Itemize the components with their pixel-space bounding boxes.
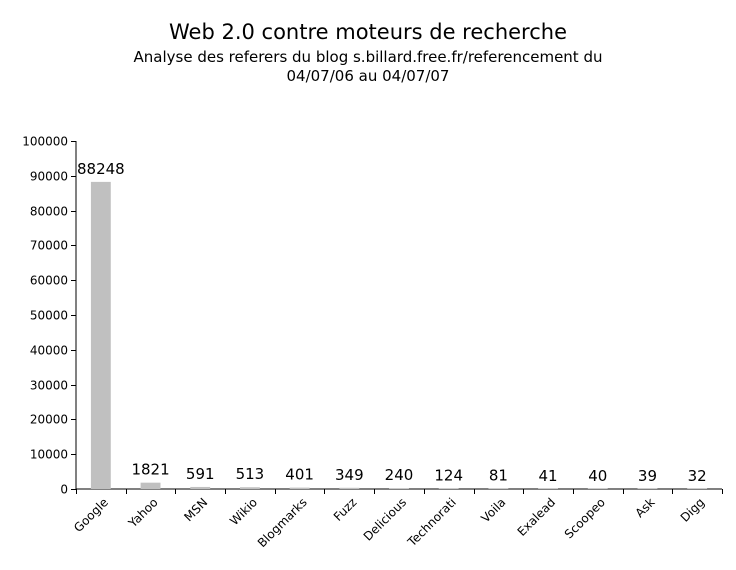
data-label: 81 <box>489 467 508 485</box>
category-label: Scoopeo <box>562 495 608 541</box>
y-tick-label: 80000 <box>30 205 68 219</box>
bar-voila <box>488 488 509 489</box>
bar-digg <box>687 488 708 489</box>
chart-subtitle-line-1: Analyse des referers du blog s.billard.f… <box>133 48 603 66</box>
category-label: Wikio <box>227 495 260 528</box>
category-label: Yahoo <box>125 495 161 531</box>
category-label: Google <box>71 495 111 535</box>
data-label: 513 <box>236 465 265 483</box>
y-tick-label: 90000 <box>30 170 68 184</box>
y-tick-label: 70000 <box>30 239 68 253</box>
category-label: Digg <box>678 495 708 525</box>
category-label: Blogmarks <box>255 495 310 550</box>
data-label: 1821 <box>131 461 169 479</box>
bar-technorati <box>438 488 459 489</box>
category-label: Voila <box>478 495 508 525</box>
bar-google <box>90 181 111 489</box>
data-label: 401 <box>285 466 314 484</box>
chart-subtitle-line-2: 04/07/06 au 04/07/07 <box>286 67 450 85</box>
y-tick-label: 20000 <box>30 413 68 427</box>
bar-fuzz <box>339 487 360 489</box>
bar-wikio <box>239 487 260 489</box>
data-labels: 88248 1821 591 513 401 349 240 124 81 41 40 39 32 <box>77 160 707 485</box>
y-tick-label: 40000 <box>30 344 68 358</box>
bar-exalead <box>538 488 559 489</box>
category-label: Delicious <box>361 495 409 543</box>
category-label: Ask <box>633 495 658 520</box>
data-label: 88248 <box>77 160 125 178</box>
data-label: 39 <box>638 467 657 485</box>
bar-scoopeo <box>587 488 608 489</box>
y-tick-label: 60000 <box>30 274 68 288</box>
data-label: 591 <box>186 465 215 483</box>
y-tick-label: 0 <box>60 483 68 497</box>
category-label: Technorati <box>404 495 459 550</box>
y-tick-label: 50000 <box>30 309 68 323</box>
data-label: 349 <box>335 466 364 484</box>
bar-blogmarks <box>289 487 310 489</box>
bar-msn <box>190 486 211 489</box>
data-label: 32 <box>688 467 707 485</box>
category-label: Exalead <box>515 495 559 539</box>
x-axis <box>76 488 723 494</box>
y-tick-label: 10000 <box>30 448 68 462</box>
data-label: 124 <box>434 467 463 485</box>
category-label: MSN <box>181 495 210 524</box>
y-tick-label: 30000 <box>30 379 68 393</box>
y-axis: 0 10000 20000 30000 40000 50000 60000 70000 8000… <box>22 135 77 497</box>
bar-ask <box>637 488 658 489</box>
data-label: 240 <box>385 466 414 484</box>
category-label: Fuzz <box>331 495 360 524</box>
chart-title: Web 2.0 contre moteurs de recherche <box>169 20 567 44</box>
y-tick-label: 100000 <box>22 135 68 149</box>
data-label: 41 <box>539 467 558 485</box>
data-label: 40 <box>588 467 607 485</box>
bar-yahoo <box>140 482 161 489</box>
bars <box>90 181 708 489</box>
bar-delicious <box>389 488 409 489</box>
